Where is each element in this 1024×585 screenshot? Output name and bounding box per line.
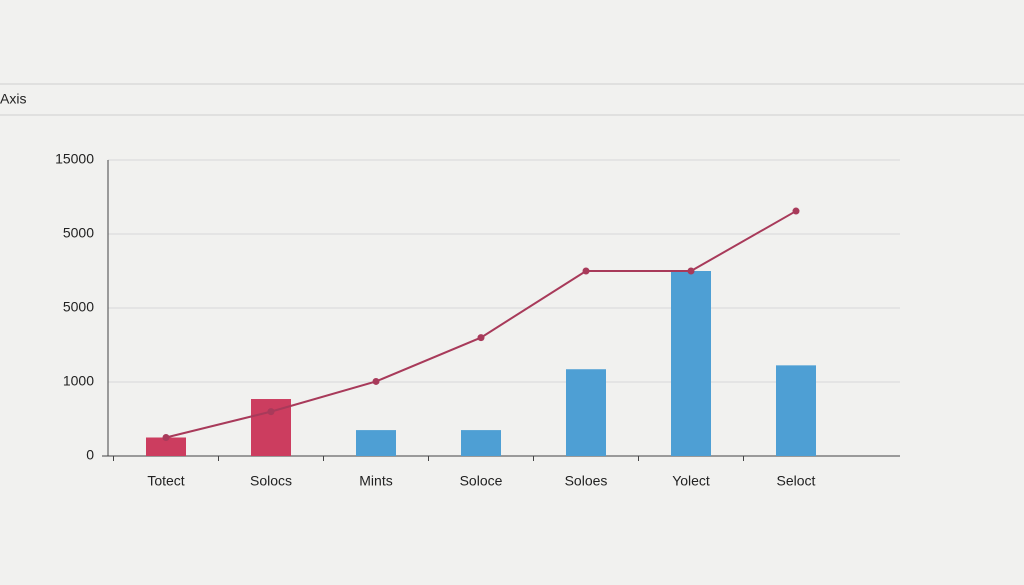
x-tick-label: Soloce — [460, 473, 503, 489]
y-tick-label: 15000 — [55, 151, 94, 167]
y-tick-label: 0 — [86, 447, 94, 463]
bar — [461, 430, 501, 456]
line-point — [582, 267, 590, 275]
line-point — [792, 207, 800, 215]
y-tick-label: 5000 — [63, 225, 94, 241]
y-tick-label: 1000 — [63, 373, 94, 389]
x-tick-label: Solocs — [250, 473, 292, 489]
bar — [776, 365, 816, 456]
line-point — [267, 408, 275, 416]
line-point — [162, 434, 170, 441]
chart-title: Axis — [0, 91, 26, 107]
line-point — [372, 377, 380, 385]
bar — [146, 437, 186, 456]
bar — [356, 430, 396, 456]
line-point — [477, 334, 485, 342]
x-tick-label: Mints — [359, 473, 392, 489]
line-point — [687, 267, 695, 275]
x-tick-label: Soloes — [565, 473, 608, 489]
x-tick-label: Totect — [147, 473, 184, 489]
y-tick-label: 5000 — [63, 299, 94, 315]
bar — [566, 369, 606, 456]
bar — [671, 271, 711, 456]
x-tick-label: Seloct — [777, 473, 816, 489]
x-tick-label: Yolect — [672, 473, 710, 489]
